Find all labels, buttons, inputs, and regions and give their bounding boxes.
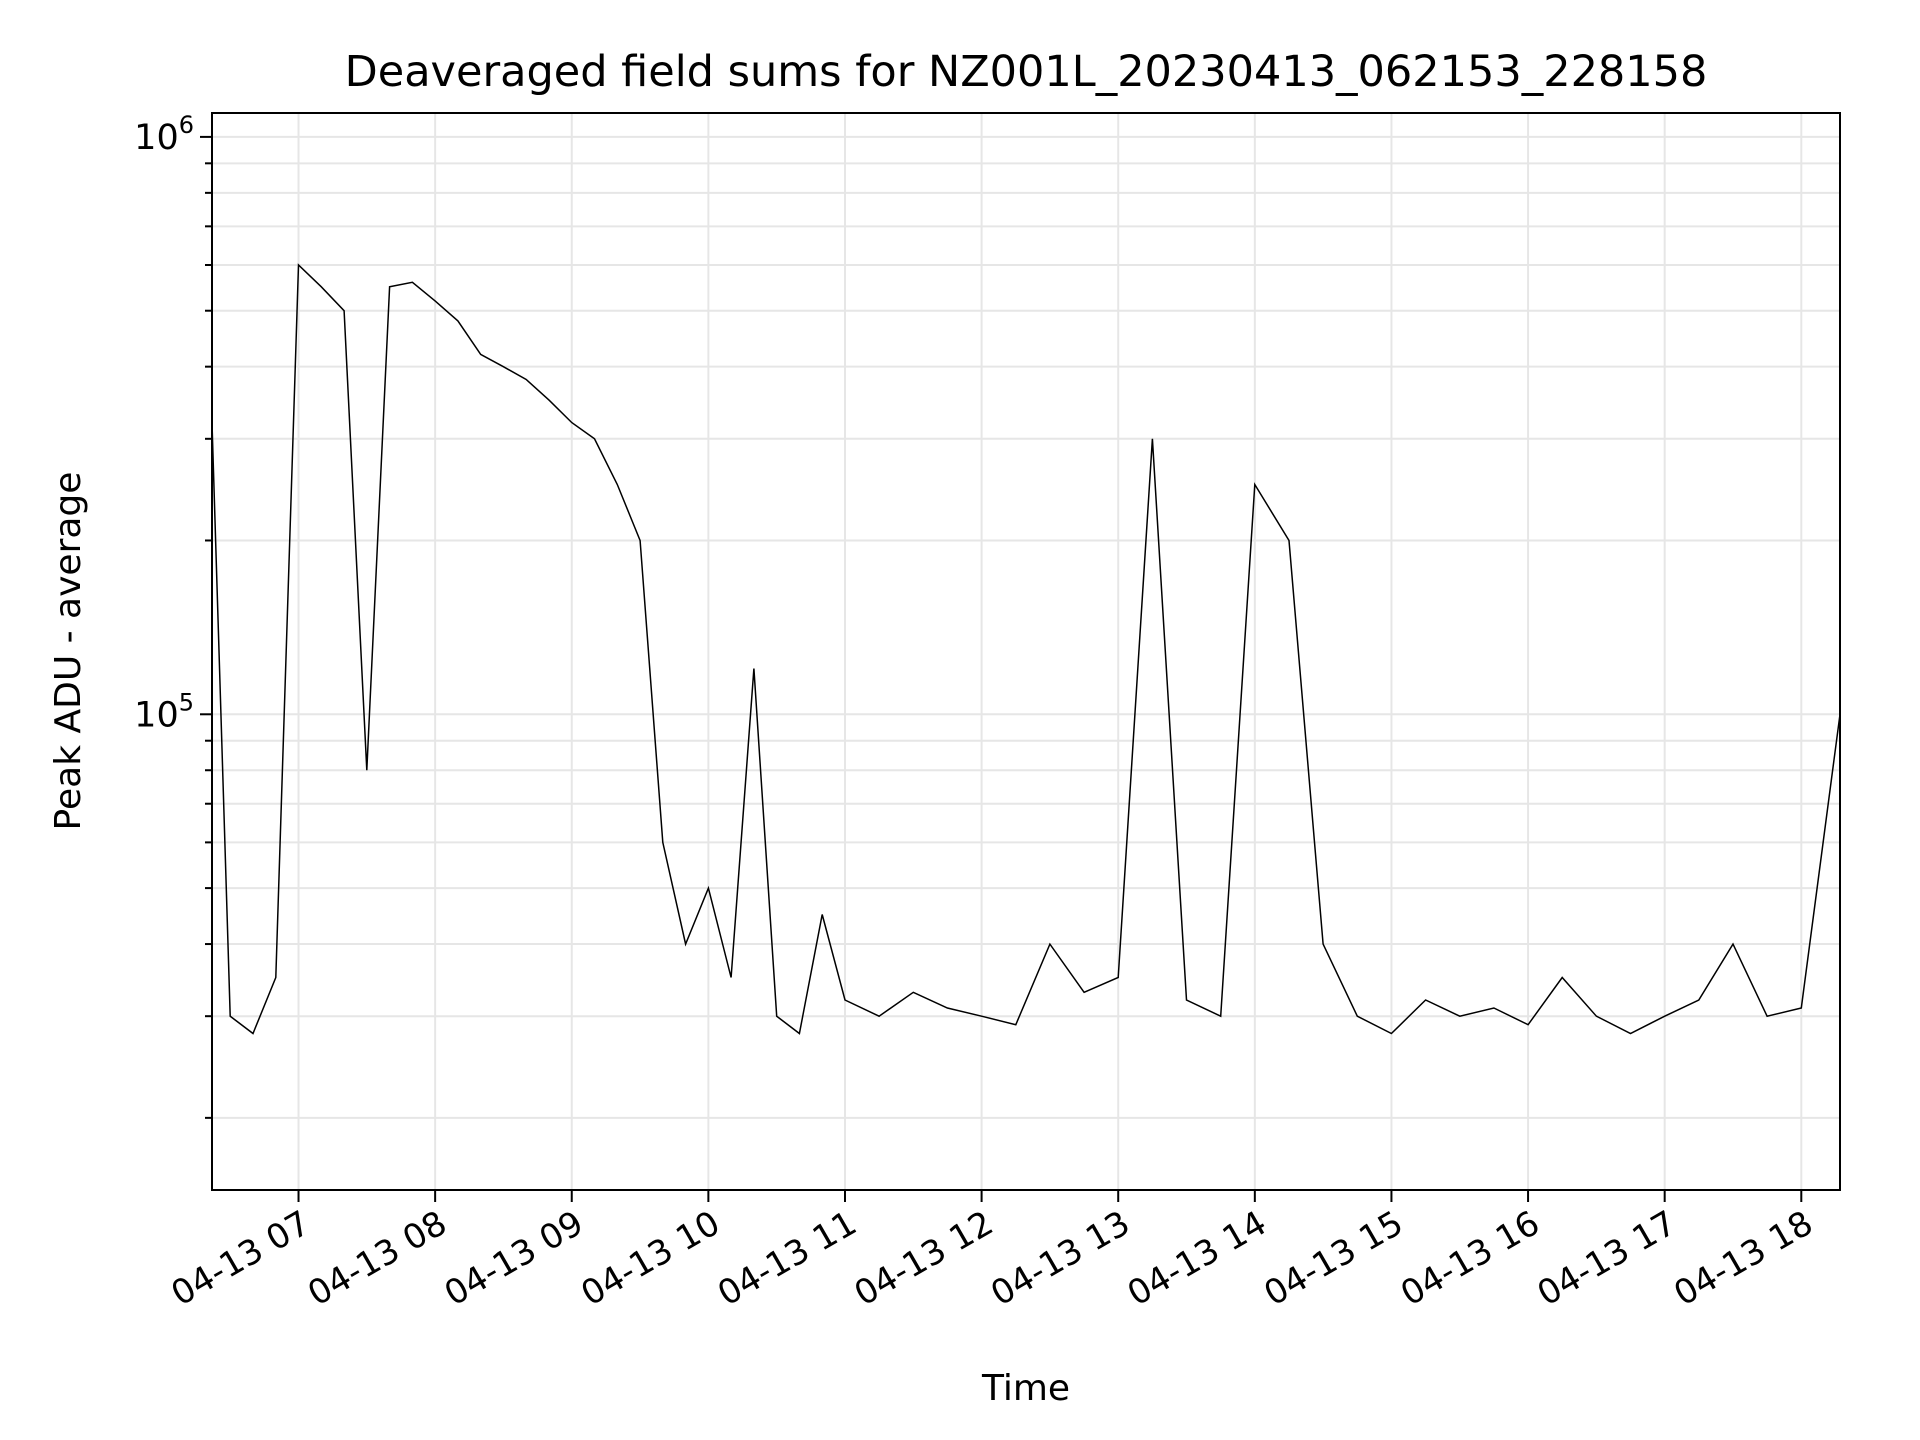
series-line (211, 263, 1841, 1035)
x-tick-label: 04-13 12 (848, 1203, 1000, 1314)
x-tick-label: 04-13 17 (1531, 1203, 1683, 1314)
x-tick-label: 04-13 15 (1258, 1203, 1410, 1314)
y-tick-label: 105 (134, 688, 194, 735)
x-axis-label: Time (981, 1368, 1070, 1409)
x-tick-label: 04-13 16 (1394, 1203, 1546, 1314)
y-axis-label: Peak ADU - average (48, 472, 89, 831)
x-tick-label: 04-13 07 (165, 1203, 317, 1314)
plot-frame (211, 112, 1841, 1191)
x-tick-label: 04-13 10 (574, 1203, 726, 1314)
y-tick-label: 106 (134, 111, 194, 158)
x-tick-label: 04-13 18 (1667, 1203, 1819, 1314)
series-polyline (211, 263, 1841, 1035)
x-tick-label: 04-13 08 (301, 1203, 453, 1314)
x-tick-label: 04-13 09 (438, 1203, 590, 1314)
grid-lines (212, 113, 1840, 1190)
chart-title: Deaveraged field sums for NZ001L_2023041… (345, 47, 1708, 97)
y-axis: 105 106 (134, 111, 212, 1119)
x-tick-label: 04-13 14 (1121, 1203, 1273, 1314)
x-tick-label: 04-13 11 (711, 1203, 863, 1314)
x-tick-label: 04-13 13 (984, 1203, 1136, 1314)
